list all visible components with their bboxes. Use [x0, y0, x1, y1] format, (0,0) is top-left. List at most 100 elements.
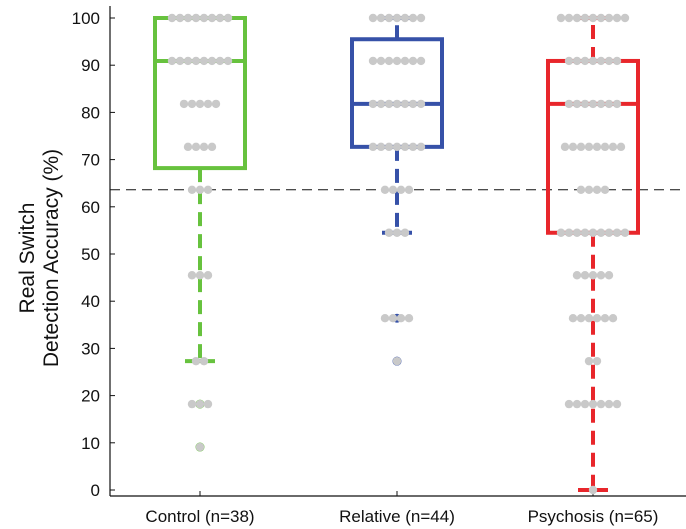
data-point-0-63.6-0 — [187, 185, 197, 195]
data-point-2-36.4-4 — [600, 313, 610, 323]
data-point-2-90.9-5 — [604, 56, 614, 66]
data-point-2-45.5-4 — [604, 271, 614, 280]
data-point-2-63.6-2 — [592, 185, 602, 195]
data-point-0-81.8-4 — [211, 99, 221, 109]
data-point-2-90.9-0 — [564, 56, 574, 66]
data-point-2-45.5-0 — [572, 271, 582, 280]
y-tick-label-0: 0 — [91, 481, 100, 500]
data-point-0-90.9-2 — [183, 56, 193, 66]
data-point-0-18.2-1 — [195, 399, 205, 409]
y-axis-title-line-2: Detection Accuracy (%) — [40, 149, 63, 367]
data-point-0-27.3-1 — [199, 356, 209, 366]
data-point-1-36.4-0 — [380, 313, 390, 323]
data-point-0-100-7 — [223, 13, 233, 23]
data-point-2-36.4-0 — [568, 313, 578, 323]
data-point-2-100-6 — [604, 13, 614, 23]
data-point-2-90.9-6 — [612, 56, 622, 66]
data-point-0-90.9-1 — [175, 56, 185, 66]
data-point-1-100-4 — [400, 13, 410, 23]
data-point-2-81.8-2 — [580, 99, 590, 109]
data-point-2-27.3-1 — [592, 356, 602, 366]
data-point-0-81.8-3 — [203, 99, 213, 109]
data-point-2-72.7-3 — [584, 142, 594, 152]
data-point-1-81.8-0 — [368, 99, 378, 109]
data-point-0-90.9-6 — [215, 56, 225, 66]
data-point-1-54.5-2 — [400, 228, 410, 237]
data-point-1-81.8-2 — [384, 99, 394, 109]
data-point-1-63.6-0 — [380, 185, 390, 195]
data-point-2-90.9-1 — [572, 56, 582, 66]
y-tick-label-70: 70 — [81, 151, 100, 170]
data-point-1-81.8-1 — [376, 99, 386, 109]
box-series — [153, 16, 640, 492]
data-point-2-18.2-6 — [612, 399, 622, 409]
data-point-2-45.5-3 — [596, 271, 606, 280]
data-point-0-45.5-1 — [195, 271, 205, 280]
data-point-2-63.6-1 — [584, 185, 594, 195]
data-point-0-90.9-7 — [223, 56, 233, 66]
y-tick-label-60: 60 — [81, 198, 100, 217]
data-point-1-63.6-2 — [396, 185, 406, 195]
data-point-0-45.5-2 — [203, 271, 213, 280]
data-point-2-72.7-2 — [576, 142, 586, 152]
data-point-1-72.7-0 — [368, 142, 378, 152]
data-point-2-36.4-3 — [592, 313, 602, 323]
data-point-1-72.7-1 — [376, 142, 386, 152]
data-point-2-18.2-5 — [604, 399, 614, 409]
data-point-2-72.7-1 — [568, 142, 578, 152]
data-point-0-100-4 — [199, 13, 209, 23]
y-tick-label-30: 30 — [81, 339, 100, 358]
data-point-0-90.9-0 — [167, 56, 177, 66]
data-point-2-18.2-3 — [588, 399, 598, 409]
data-point-2-72.7-5 — [600, 142, 610, 152]
data-point-1-36.4-3 — [404, 313, 414, 323]
data-point-2-100-1 — [564, 13, 574, 23]
y-tick-label-100: 100 — [72, 9, 100, 28]
data-point-0-100-2 — [183, 13, 193, 23]
box-1 — [350, 37, 444, 149]
data-point-2-18.2-0 — [564, 399, 574, 409]
data-point-0-9.1-0 — [195, 442, 205, 452]
data-point-2-18.2-4 — [596, 399, 606, 409]
data-point-2-54.5-1 — [564, 228, 574, 237]
data-point-1-72.7-6 — [416, 142, 426, 152]
data-point-2-36.4-2 — [584, 313, 594, 323]
category-label-1: Relative (n=44) — [339, 507, 455, 526]
data-point-2-90.9-2 — [580, 56, 590, 66]
data-point-1-72.7-3 — [392, 142, 402, 152]
data-point-2-100-3 — [580, 13, 590, 23]
data-point-0-63.6-2 — [203, 185, 213, 195]
data-point-1-90.9-5 — [408, 56, 418, 66]
data-point-2-81.8-4 — [596, 99, 606, 109]
data-point-2-90.9-3 — [588, 56, 598, 66]
data-point-2-81.8-6 — [612, 99, 622, 109]
data-point-2-100-0 — [556, 13, 566, 23]
data-point-1-100-3 — [392, 13, 402, 23]
data-point-2-54.5-6 — [604, 228, 614, 237]
data-point-2-54.5-3 — [580, 228, 590, 237]
data-point-2-54.5-7 — [612, 228, 622, 237]
data-point-1-100-6 — [416, 13, 426, 23]
category-labels: Control (n=38) Relative (n=44) Psychosis (… — [145, 507, 658, 526]
data-point-0-90.9-3 — [191, 56, 201, 66]
data-point-0-63.6-1 — [195, 185, 205, 195]
data-point-2-54.5-4 — [588, 228, 598, 237]
y-tick-label-10: 10 — [81, 434, 100, 453]
data-point-1-63.6-3 — [404, 185, 414, 195]
data-point-0-100-3 — [191, 13, 201, 23]
data-point-1-100-5 — [408, 13, 418, 23]
data-point-2-81.8-0 — [564, 99, 574, 109]
data-point-1-81.8-3 — [392, 99, 402, 109]
data-point-2-90.9-4 — [596, 56, 606, 66]
data-point-1-90.9-0 — [368, 56, 378, 66]
y-tick-label-90: 90 — [81, 56, 100, 75]
data-point-2-72.7-4 — [592, 142, 602, 152]
data-point-0-72.7-0 — [183, 142, 193, 152]
data-point-2-100-2 — [572, 13, 582, 23]
data-point-2-36.4-1 — [576, 313, 586, 323]
data-point-1-72.7-2 — [384, 142, 394, 152]
data-point-2-45.5-2 — [588, 271, 598, 280]
data-point-1-72.7-4 — [400, 142, 410, 152]
axes: 0 10 20 30 40 50 60 70 80 90 100 — [72, 6, 686, 500]
data-point-2-0-0 — [588, 485, 598, 495]
